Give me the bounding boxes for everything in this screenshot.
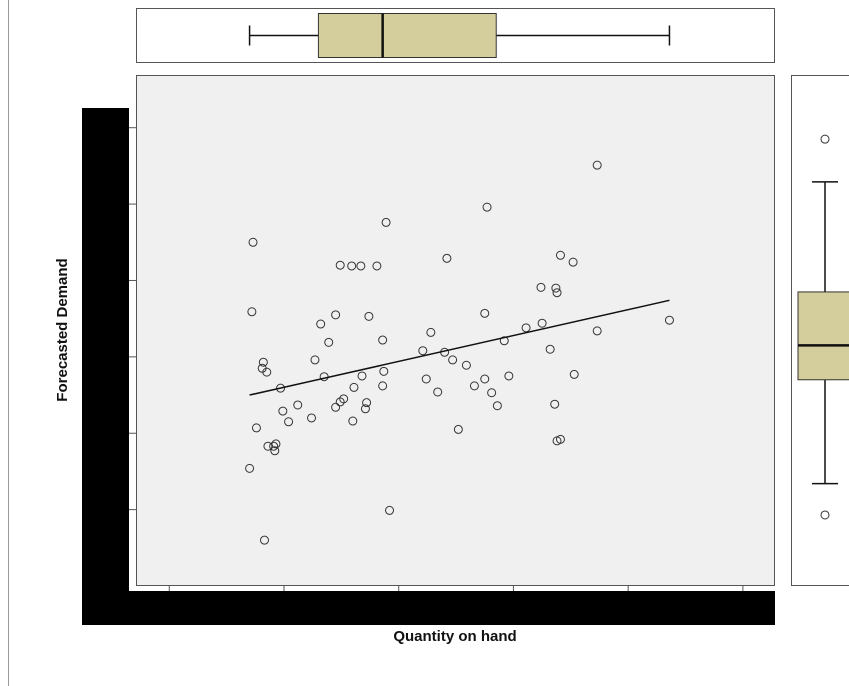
point (278, 406, 288, 416)
point (482, 202, 492, 212)
y-axis-label: Forecasted Demand (54, 258, 71, 401)
box (317, 13, 497, 58)
point (568, 257, 578, 267)
point (550, 399, 560, 409)
point (469, 381, 479, 391)
point (448, 355, 458, 365)
point (362, 398, 372, 408)
fit-line (249, 299, 670, 396)
redaction (82, 591, 775, 625)
point (592, 326, 602, 336)
point (461, 360, 471, 370)
point (480, 374, 490, 384)
point (551, 283, 561, 293)
point (263, 441, 273, 451)
point (555, 250, 565, 260)
outlier (820, 134, 830, 144)
point (262, 367, 272, 377)
point (347, 261, 357, 271)
point (545, 344, 555, 354)
point (381, 217, 391, 227)
point (426, 327, 436, 337)
plot-area (136, 75, 775, 586)
point (537, 318, 547, 328)
point (664, 315, 674, 325)
point (293, 400, 303, 410)
point (379, 366, 389, 376)
point (360, 404, 370, 414)
point (247, 307, 257, 317)
point (418, 346, 428, 356)
point (335, 260, 345, 270)
point (245, 463, 255, 473)
box (797, 291, 849, 381)
point (552, 288, 562, 298)
point (310, 355, 320, 365)
point (378, 335, 388, 345)
point (331, 402, 341, 412)
point (385, 505, 395, 515)
point (536, 282, 546, 292)
point (499, 336, 509, 346)
x-axis-label: Quantity on hand (393, 628, 516, 645)
point (248, 237, 258, 247)
point (316, 319, 326, 329)
point (357, 371, 367, 381)
point (271, 439, 281, 449)
point (453, 424, 463, 434)
point (339, 394, 349, 404)
point (331, 310, 341, 320)
point (378, 381, 388, 391)
point (276, 383, 286, 393)
point (480, 308, 490, 318)
point (592, 160, 602, 170)
point (251, 423, 261, 433)
point (348, 416, 358, 426)
point (555, 434, 565, 444)
point (487, 388, 497, 398)
point (504, 371, 514, 381)
point (349, 382, 359, 392)
outlier (820, 510, 830, 520)
point (269, 441, 279, 451)
point (284, 417, 294, 427)
point (356, 261, 366, 271)
point (270, 446, 280, 456)
point (372, 261, 382, 271)
point (433, 387, 443, 397)
point (492, 401, 502, 411)
point (258, 357, 268, 367)
point (569, 369, 579, 379)
point (324, 337, 334, 347)
point (421, 374, 431, 384)
point (521, 323, 531, 333)
point (307, 413, 317, 423)
redaction (82, 108, 129, 625)
point (364, 311, 374, 321)
point (259, 535, 269, 545)
point (442, 253, 452, 263)
